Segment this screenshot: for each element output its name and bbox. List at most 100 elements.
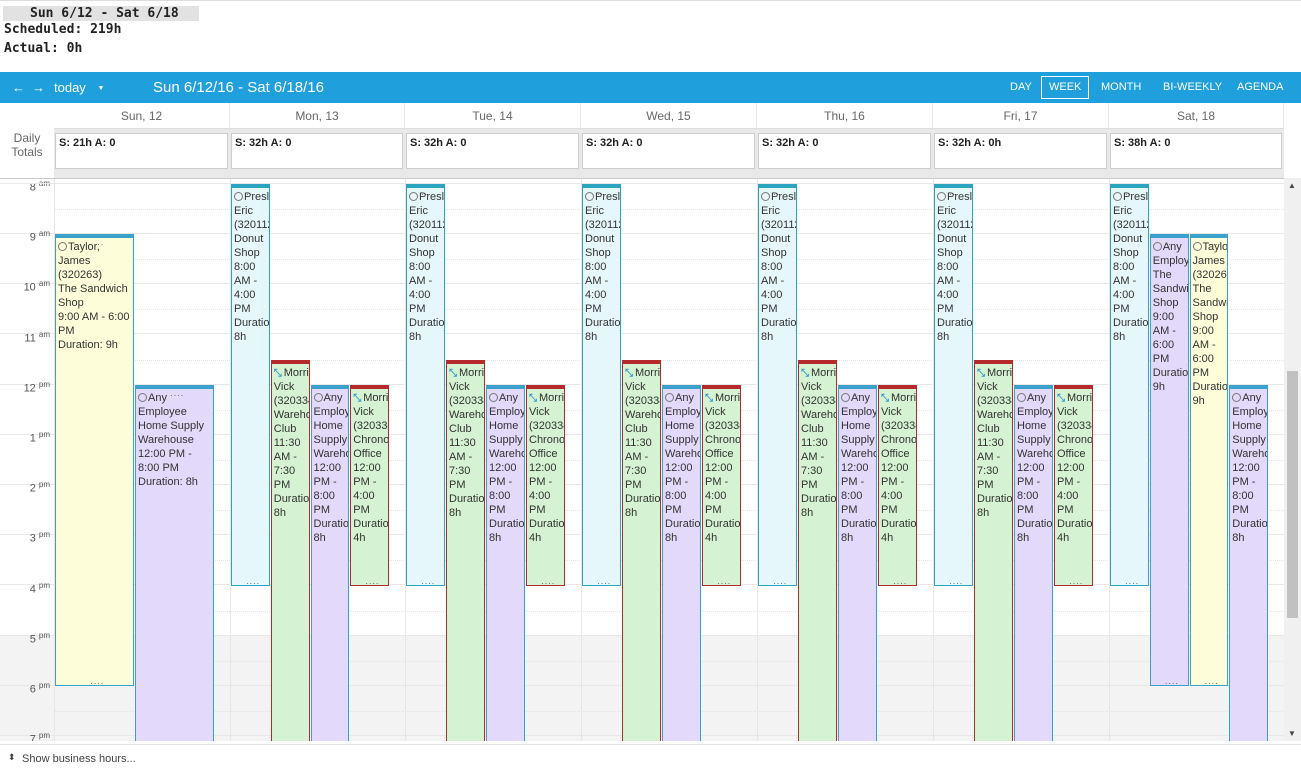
expand-toggle-icon[interactable]: ⬍ — [8, 752, 16, 762]
resize-handle-top[interactable]: .... — [1125, 187, 1140, 198]
resize-handle-bottom[interactable]: .... — [421, 575, 436, 586]
event-text: Warehouse — [841, 447, 876, 460]
event-text: 8h — [937, 331, 950, 344]
resize-handle-bottom[interactable]: .... — [949, 575, 964, 586]
today-button[interactable]: today ▼ — [54, 80, 104, 95]
daily-total-cell: S: 32h A: 0 — [231, 133, 403, 169]
shift-event[interactable]: ....⤡Morrison,Vick(320334)WarehouseClub1… — [446, 359, 485, 741]
scroll-thumb[interactable] — [1287, 371, 1298, 618]
view-agenda-button[interactable]: AGENDA — [1237, 81, 1284, 93]
resize-handle-top[interactable]: .... — [285, 362, 300, 373]
vertical-scrollbar[interactable]: ▲ ▼ — [1284, 178, 1301, 741]
resize-handle-top[interactable]: .... — [853, 387, 868, 398]
shift-event[interactable]: ....⤡Morrison,Vick(320334)WarehouseClub1… — [622, 359, 661, 741]
hour-row[interactable] — [0, 179, 1284, 184]
shift-event[interactable]: .... Any Employee Home Supply Warehouse 12:00… — [135, 384, 214, 741]
scroll-down-icon[interactable]: ▼ — [1288, 729, 1296, 738]
resize-handle-bottom[interactable]: .... — [90, 676, 105, 687]
event-text: Duration: — [234, 317, 270, 330]
resize-handle-top[interactable]: .... — [677, 387, 692, 398]
resize-handle-top[interactable]: .... — [365, 387, 380, 398]
resize-handle-top[interactable]: .... — [637, 362, 652, 373]
shift-event[interactable]: ....⤡Morrison,Vick(320334)WarehouseClub1… — [798, 359, 837, 741]
resize-handle-top[interactable]: .... — [90, 237, 105, 248]
resize-handle-top[interactable]: .... — [1164, 237, 1179, 248]
resize-handle-bottom[interactable]: .... — [717, 575, 732, 586]
shift-event[interactable]: ....Presley,Eric(320112)DonutShop8:00AM … — [1110, 184, 1149, 586]
resize-handle-top[interactable]: .... — [893, 387, 908, 398]
view-week-button[interactable]: WEEK — [1041, 76, 1090, 99]
resize-handle-top[interactable]: .... — [1069, 387, 1084, 398]
shift-event[interactable]: ....⤡Morrison,Vick(320334)WarehouseClub1… — [974, 359, 1013, 741]
resize-handle-bottom[interactable]: .... — [597, 575, 612, 586]
shift-event[interactable]: ....AnyEmployeeHomeSupplyWarehouse12:00P… — [1014, 384, 1053, 741]
time-label-ampm: pm — [38, 731, 50, 741]
view-biweekly-button[interactable]: BI-WEEKLY — [1163, 81, 1223, 93]
resize-handle-bottom[interactable]: .... — [773, 575, 788, 586]
shift-event[interactable]: ....Presley,Eric(320112)DonutShop8:00AM … — [758, 184, 797, 586]
event-text: 8h — [1113, 331, 1126, 344]
prev-arrow-icon[interactable]: ← — [12, 80, 25, 95]
time-label-hour: 2 — [29, 482, 36, 495]
swap-icon: ⤡ — [449, 367, 457, 379]
event-text: Club — [977, 422, 1000, 435]
shift-event[interactable]: ....AnyEmployeeHomeSupplyWarehouse12:00P… — [838, 384, 877, 741]
resize-handle-top[interactable]: .... — [717, 387, 732, 398]
event-text: Any — [148, 391, 167, 404]
resize-handle-bottom[interactable]: .... — [365, 575, 380, 586]
shift-event[interactable]: ....⤡Morrison,Vick(320334)ChronoOffice12… — [526, 384, 565, 586]
resize-handle-top[interactable]: .... — [541, 387, 556, 398]
shift-event[interactable]: ....Presley,Eric(320112)DonutShop8:00AM … — [934, 184, 973, 586]
shift-event[interactable]: ....⤡Morrison,Vick(320334)ChronoOffice12… — [350, 384, 389, 586]
shift-event[interactable]: ....Presley,Eric(320112)DonutShop8:00AM … — [582, 184, 621, 586]
week-time-grid[interactable]: 8 am 9 am 10 am 11 am 12 pm 1 pm 2 pm 3 pm 4 pm 5… — [0, 178, 1284, 741]
resize-handle-bottom[interactable]: .... — [541, 575, 556, 586]
shift-event[interactable]: ....⤡Morrison,Vick(320334)WarehouseClub1… — [270, 359, 310, 741]
resize-handle-top[interactable]: .... — [170, 387, 185, 398]
resize-handle-top[interactable]: .... — [421, 187, 436, 198]
shift-event[interactable]: ....Taylor,James(320263)TheSandwichShop9… — [1189, 234, 1229, 687]
resize-handle-top[interactable]: .... — [1029, 387, 1044, 398]
resize-handle-top[interactable]: .... — [325, 387, 340, 398]
resize-handle-top[interactable]: .... — [1244, 387, 1259, 398]
resize-handle-bottom[interactable]: .... — [1204, 676, 1219, 687]
next-arrow-icon[interactable]: → — [32, 80, 45, 95]
resize-handle-top[interactable]: .... — [813, 362, 828, 373]
resize-handle-bottom[interactable]: .... — [246, 575, 261, 586]
resize-handle-top[interactable]: .... — [501, 387, 516, 398]
resize-handle-bottom[interactable]: .... — [893, 575, 908, 586]
resize-handle-top[interactable]: .... — [949, 187, 964, 198]
event-text: 8h — [625, 506, 638, 519]
resize-handle-top[interactable]: .... — [597, 187, 612, 198]
shift-event[interactable]: .... Taylor, James (320263) The Sandwich Shop… — [55, 234, 134, 687]
shift-event[interactable]: ....AnyEmployeeHomeSupplyWarehouse12:00P… — [1229, 384, 1268, 741]
hour-row[interactable] — [0, 234, 1284, 285]
resize-handle-top[interactable]: .... — [773, 187, 788, 198]
scroll-up-icon[interactable]: ▲ — [1288, 181, 1296, 190]
resize-handle-top[interactable]: .... — [246, 187, 261, 198]
shift-event[interactable]: ....AnyEmployeeHomeSupplyWarehouse12:00P… — [486, 384, 525, 741]
event-text: PM - — [489, 475, 513, 488]
time-label-hour: 4 — [29, 583, 36, 596]
event-text: Duration: 8h — [138, 475, 198, 488]
shift-event[interactable]: ....AnyEmployeeHomeSupplyWarehouse12:00P… — [662, 384, 701, 741]
resize-handle-top[interactable]: .... — [989, 362, 1004, 373]
resize-handle-bottom[interactable]: .... — [1164, 676, 1179, 687]
show-business-hours-link[interactable]: Show business hours... — [22, 753, 136, 765]
resize-handle-bottom[interactable]: .... — [1125, 575, 1140, 586]
hour-row[interactable] — [0, 184, 1284, 235]
shift-event[interactable]: ....⤡Morrison,Vick(320334)ChronoOffice12… — [702, 384, 741, 586]
shift-event[interactable]: ....Presley,Eric(320112)DonutShop8:00AM … — [231, 184, 270, 586]
hour-row[interactable] — [0, 284, 1284, 335]
resize-handle-bottom[interactable]: .... — [1069, 575, 1084, 586]
shift-event[interactable]: ....Presley,Eric(320112)DonutShop8:00AM … — [406, 184, 445, 586]
shift-event[interactable]: ....AnyEmployeeHomeSupplyWarehouse12:00P… — [310, 384, 350, 741]
view-day-button[interactable]: DAY — [1010, 81, 1032, 93]
shift-event[interactable]: ....⤡Morrison,Vick(320334)ChronoOffice12… — [878, 384, 917, 586]
shift-event[interactable]: ....⤡Morrison,Vick(320334)ChronoOffice12… — [1054, 384, 1093, 586]
view-month-button[interactable]: MONTH — [1101, 81, 1142, 93]
day-column-divider — [405, 179, 406, 741]
resize-handle-top[interactable]: .... — [461, 362, 476, 373]
resize-handle-top[interactable]: .... — [1204, 237, 1219, 248]
